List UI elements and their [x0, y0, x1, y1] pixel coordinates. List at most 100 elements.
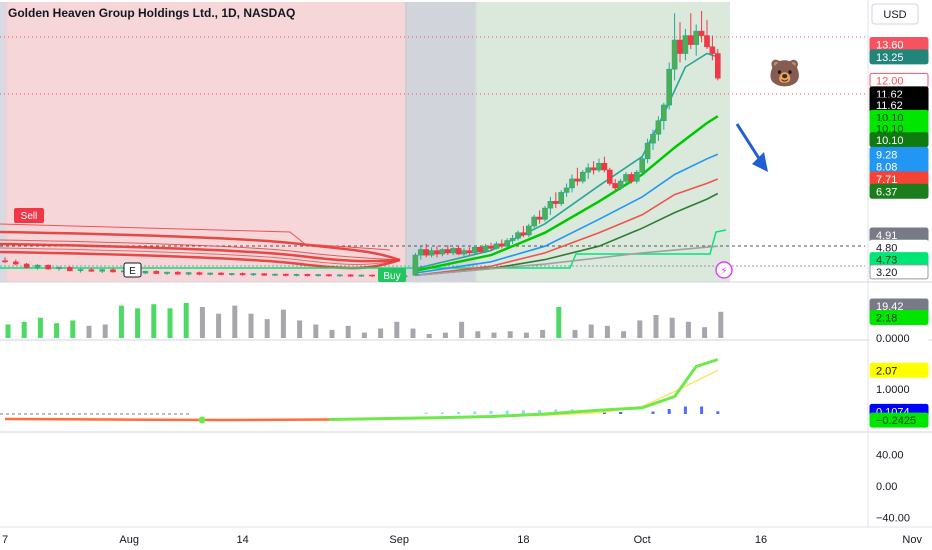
- candle-27: [293, 273, 300, 277]
- candle-78: [628, 172, 635, 184]
- volume-bar-22: [361, 332, 367, 338]
- candle-60: [531, 214, 538, 229]
- session-band-sell-zone: [5, 2, 408, 282]
- candle-53: [493, 241, 500, 250]
- candle-body: [439, 249, 446, 255]
- candle-10: [110, 268, 116, 273]
- session-band-neutral: [405, 2, 478, 282]
- candle-38: [412, 252, 419, 276]
- candle-83: [655, 116, 662, 141]
- candle-64: [552, 192, 559, 209]
- candle-body: [471, 246, 478, 254]
- candle-body: [23, 263, 30, 268]
- candle-85: [666, 62, 673, 110]
- price-tag-0: 13.60: [869, 37, 929, 53]
- candle-65: [558, 190, 565, 206]
- volume-bar-35: [572, 329, 578, 338]
- volume-bar-27: [442, 332, 448, 338]
- ma-line-3: [415, 178, 719, 277]
- lightning-glyph: ⚡: [720, 266, 727, 277]
- candle-body: [498, 243, 505, 247]
- time-axis[interactable]: 7 Aug 14 Sep 18 Oct 16 Nov: [2, 534, 923, 546]
- candle-54: [498, 239, 505, 249]
- osc-tag-2: 1.0000: [869, 381, 929, 397]
- candle-33: [358, 274, 365, 277]
- osc-tag-4-box: [869, 412, 929, 428]
- price-tag-9-text: 8.08: [876, 162, 897, 174]
- candle-body: [45, 264, 52, 270]
- time-label-7: Nov: [902, 534, 922, 546]
- time-label-3: Sep: [389, 534, 409, 546]
- osc-hist-bar-1: [440, 412, 444, 414]
- osc-hist-bar-0: [424, 412, 428, 414]
- candle-body: [88, 269, 95, 272]
- price-tag-8-text: 9.28: [876, 149, 897, 161]
- candle-body: [650, 133, 656, 144]
- candle-body: [509, 238, 516, 241]
- volume-bar-19: [313, 324, 319, 338]
- candle-body: [336, 274, 343, 277]
- osc-hist-bar-2: [457, 412, 461, 414]
- candle-body: [358, 274, 365, 277]
- candle-body: [175, 271, 181, 275]
- candle-73: [601, 156, 608, 173]
- price-tag-7-box: [869, 132, 929, 148]
- candle-body: [493, 243, 500, 249]
- volume-tag-1: 0.0000: [869, 330, 929, 346]
- candle-40: [423, 243, 430, 258]
- lightning-icon[interactable]: ⚡: [715, 261, 733, 279]
- osc-tag-4: −0.2425: [869, 412, 929, 428]
- osc-hist-bar-4: [489, 411, 493, 414]
- candle-47: [461, 248, 467, 257]
- volume-bar-38: [621, 331, 627, 338]
- earnings-marker[interactable]: E: [123, 262, 142, 278]
- candle-body: [531, 216, 538, 227]
- candle-body: [677, 39, 683, 54]
- volume-bar-15: [248, 313, 254, 338]
- candle-55: [504, 238, 511, 248]
- candle-body: [142, 270, 149, 274]
- candle-body: [515, 232, 521, 239]
- volume-bar-23: [378, 328, 384, 338]
- volume-bar-39: [637, 320, 643, 338]
- candle-body: [574, 178, 581, 182]
- down-arrow-icon: [735, 123, 768, 172]
- candle-30: [326, 273, 332, 277]
- candle-76: [617, 178, 624, 191]
- volume-bar-6: [102, 324, 108, 338]
- candle-body: [698, 30, 705, 36]
- candle-body: [552, 201, 559, 204]
- volume-bar-31: [507, 331, 513, 338]
- candle-body: [655, 120, 662, 135]
- candle-52: [488, 242, 494, 251]
- volume-bar-37: [604, 325, 610, 338]
- price-axis[interactable]: 13.6013.2512.0011.6211.6210.1010.1010.10…: [869, 37, 929, 525]
- currency-button[interactable]: USD: [871, 3, 919, 25]
- candle-63: [547, 196, 554, 215]
- volume-bar-33: [540, 329, 546, 338]
- candle-body: [477, 246, 484, 253]
- price-tag-14-text: 4.73: [876, 255, 897, 267]
- candle-body: [304, 274, 311, 277]
- price-tag-1-box: [869, 49, 929, 65]
- moving-average-lines: [0, 52, 727, 277]
- volume-bar-9: [151, 304, 157, 338]
- volume-tag-1-box: [869, 330, 929, 346]
- candle-88: [682, 28, 689, 61]
- candle-15: [164, 271, 170, 275]
- candle-6: [67, 266, 73, 272]
- candle-body: [536, 216, 543, 220]
- price-tag-15: 3.20: [869, 264, 929, 280]
- lower-axis-label-2: −40.00: [876, 513, 910, 525]
- candle-body: [569, 178, 575, 189]
- sell-signal: Sell: [14, 208, 44, 223]
- osc-hist-bar-17: [716, 411, 720, 414]
- osc-tag-2-box: [869, 381, 929, 397]
- osc-tag-2-text: 1.0000: [876, 384, 910, 396]
- volume-bar-4: [70, 320, 76, 338]
- candle-body: [347, 274, 354, 277]
- volume-bar-17: [280, 309, 286, 338]
- lower-axis-label-0: 40.00: [876, 449, 904, 461]
- candle-body: [444, 249, 451, 254]
